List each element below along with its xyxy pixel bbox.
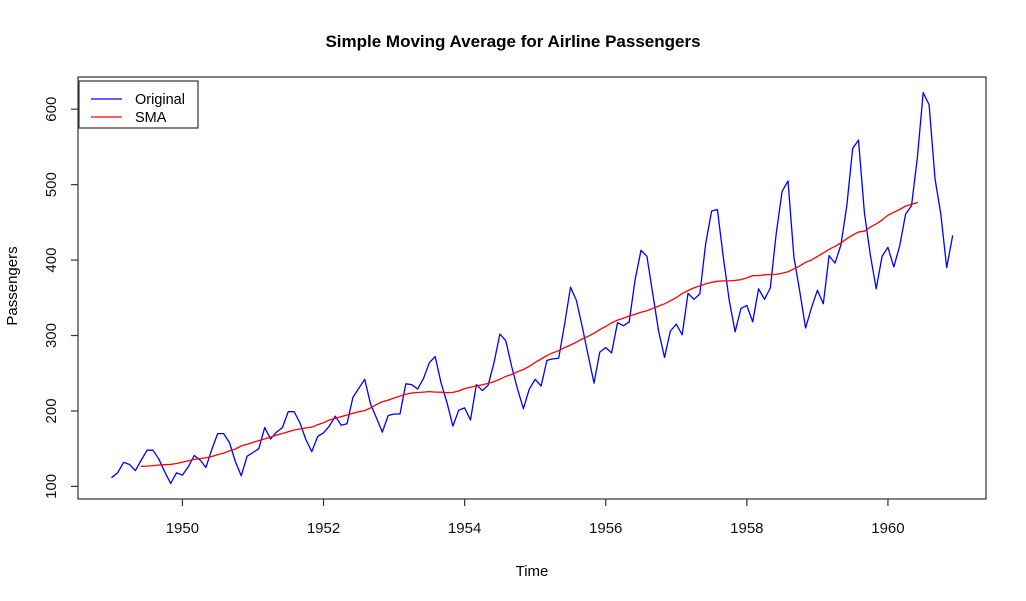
y-tick-label: 200 [43, 398, 60, 423]
y-tick-label: 100 [43, 474, 60, 499]
chart-title: Simple Moving Average for Airline Passen… [325, 32, 700, 51]
x-tick-label: 1960 [871, 520, 904, 537]
x-tick-label: 1950 [166, 520, 199, 537]
plot-box [77, 76, 987, 500]
original-series-line [111, 91, 954, 485]
x-tick-label: 1954 [448, 520, 481, 537]
x-tick-label: 1956 [589, 520, 622, 537]
x-tick-label: 1958 [730, 520, 763, 537]
legend-label-sma: SMA [135, 110, 167, 126]
y-axis-title: Passengers [4, 246, 21, 325]
y-tick-label: 300 [43, 323, 60, 348]
sma-series-line [140, 201, 918, 467]
legend-label-original: Original [135, 92, 185, 108]
y-tick-label: 600 [43, 97, 60, 122]
y-tick-label: 400 [43, 248, 60, 273]
y-tick-label: 500 [43, 172, 60, 197]
plot-area: 1950 1952 1954 1956 1958 1960 100 200 300 400 500 6… [43, 76, 987, 537]
legend-box [78, 80, 199, 129]
x-axis-title: Time [516, 563, 549, 580]
x-tick-label: 1952 [307, 520, 340, 537]
